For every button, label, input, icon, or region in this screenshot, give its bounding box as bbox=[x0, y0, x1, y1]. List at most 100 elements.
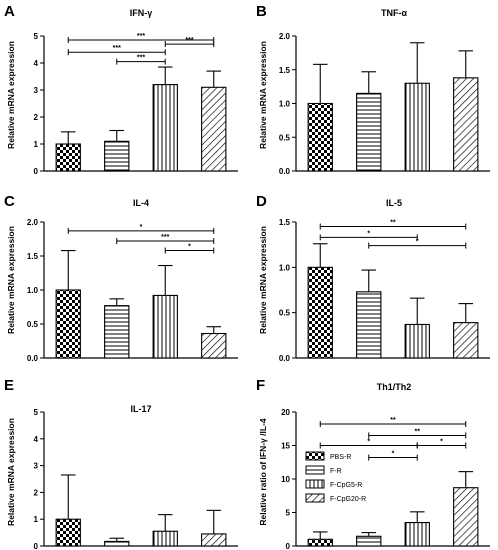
bar bbox=[307, 266, 333, 359]
panel-title: IL-17 bbox=[130, 404, 151, 414]
panel-title: IL-5 bbox=[386, 198, 402, 208]
y-tick-label: 0.0 bbox=[279, 354, 291, 363]
y-tick-label: 10 bbox=[281, 475, 290, 484]
y-tick-label: 4 bbox=[34, 59, 39, 68]
bar bbox=[201, 533, 227, 547]
plot-area: 0.00.51.01.52.0***** bbox=[27, 218, 238, 363]
bar bbox=[404, 323, 430, 359]
plot-area: 0.00.51.01.5 **** bbox=[279, 218, 490, 363]
y-axis-label: Relative mRNA expression bbox=[6, 41, 16, 149]
bar bbox=[55, 289, 81, 359]
panel-letter: C bbox=[4, 193, 15, 210]
bar bbox=[453, 322, 479, 359]
y-tick-label: 3 bbox=[34, 86, 39, 95]
panel-c: C IL-4 Relative mRNA expression 0.0 0.5 1.… bbox=[4, 193, 238, 363]
y-axis-label: Relative mRNA expression bbox=[6, 226, 16, 334]
bar bbox=[152, 530, 178, 547]
legend-swatch bbox=[305, 451, 325, 461]
plot-area: 0 1 2 3 4 5 *** *** *** *** bbox=[34, 32, 238, 176]
bar bbox=[453, 77, 479, 172]
y-tick-label: 3 bbox=[34, 462, 39, 471]
y-tick-label: 1 bbox=[34, 515, 39, 524]
y-tick-label: 0.5 bbox=[279, 309, 291, 318]
bar bbox=[104, 540, 130, 547]
bar bbox=[152, 84, 178, 172]
y-tick-label: 0 bbox=[34, 542, 39, 550]
bar bbox=[55, 518, 81, 547]
y-tick-label: 5 bbox=[34, 408, 39, 417]
y-tick-label: 2.0 bbox=[27, 218, 39, 227]
legend-swatch bbox=[305, 479, 325, 489]
panel-title: IL-4 bbox=[133, 198, 149, 208]
panel-f: F Th1/Th2 Relative ratio of IFN-γ /IL-4 … bbox=[256, 377, 490, 550]
y-axis-label: Relative mRNA expression bbox=[6, 418, 16, 526]
panel-letter: B bbox=[256, 3, 267, 20]
significance-label: *** bbox=[161, 234, 169, 241]
significance-label: * bbox=[440, 439, 443, 446]
bar bbox=[453, 487, 479, 547]
y-tick-label: 4 bbox=[34, 435, 39, 444]
y-tick-label: 1.5 bbox=[27, 252, 39, 261]
legend-label: F-R bbox=[330, 468, 342, 475]
bar bbox=[201, 332, 227, 359]
y-tick-label: 5 bbox=[286, 509, 291, 518]
panel-b: B TNF-α Relative mRNA expression 0.0 0.5 1… bbox=[256, 3, 490, 176]
plot-area: 0 1 2 3 4 5 bbox=[34, 408, 238, 550]
y-tick-label: 15 bbox=[281, 442, 290, 451]
significance-label: *** bbox=[113, 45, 121, 52]
bar bbox=[307, 538, 333, 547]
significance-label: * bbox=[140, 224, 143, 231]
y-tick-label: 5 bbox=[34, 32, 39, 41]
y-tick-label: 1 bbox=[34, 140, 39, 149]
y-tick-label: 0.5 bbox=[279, 133, 291, 142]
bar bbox=[404, 521, 430, 547]
y-tick-label: 0.0 bbox=[279, 167, 291, 176]
y-tick-label: 1.0 bbox=[279, 263, 291, 272]
y-tick-label: 1.5 bbox=[279, 66, 291, 75]
y-tick-label: 0.0 bbox=[27, 354, 39, 363]
bar bbox=[404, 82, 430, 172]
panel-title: IFN-γ bbox=[130, 8, 153, 18]
panel-letter: A bbox=[4, 3, 15, 20]
significance-label: * bbox=[392, 451, 395, 458]
significance-label: *** bbox=[137, 55, 145, 62]
bar bbox=[104, 305, 130, 359]
panel-title: TNF-α bbox=[381, 8, 407, 18]
y-axis-label: Relative mRNA expression bbox=[258, 226, 268, 334]
legend-swatch bbox=[305, 493, 325, 503]
plot-area: 0.0 0.5 1.0 1.5 2.0 bbox=[279, 32, 490, 176]
y-axis-label: Relative mRNA expression bbox=[258, 41, 268, 149]
y-tick-label: 2.0 bbox=[279, 32, 291, 41]
panel-e: E IL-17 Relative mRNA expression 0 1 2 3 4 5 bbox=[4, 377, 238, 550]
bar bbox=[356, 291, 382, 359]
legend-swatch bbox=[305, 465, 325, 475]
bar bbox=[152, 294, 178, 359]
bar bbox=[55, 143, 81, 172]
y-tick-label: 0 bbox=[34, 167, 39, 176]
significance-label: ** bbox=[390, 220, 396, 227]
panel-a: A IFN-γ Relative mRNA expression 0 1 2 3 4 5 *… bbox=[4, 3, 238, 176]
y-tick-label: 20 bbox=[281, 408, 290, 417]
y-tick-label: 2 bbox=[34, 488, 39, 497]
y-tick-label: 1.0 bbox=[279, 100, 291, 109]
significance-label: * bbox=[188, 244, 191, 251]
bar bbox=[201, 86, 227, 172]
legend-label: F-CpG20-R bbox=[330, 496, 366, 503]
significance-label: * bbox=[367, 230, 370, 237]
y-tick-label: 0.5 bbox=[27, 320, 39, 329]
panel-letter: D bbox=[256, 193, 267, 210]
bar bbox=[356, 92, 382, 172]
panel-d: D IL-5 Relative mRNA expression 0.0 0.5 1.… bbox=[256, 193, 490, 363]
significance-label: * bbox=[367, 439, 370, 446]
y-tick-label: 2 bbox=[34, 113, 39, 122]
y-tick-label: 1.5 bbox=[279, 218, 291, 227]
significance-label: * bbox=[416, 239, 419, 246]
significance-label: ** bbox=[390, 417, 396, 424]
y-axis-label: Relative ratio of IFN-γ /IL-4 bbox=[258, 418, 268, 525]
legend-label: F-CpG5-R bbox=[330, 482, 362, 489]
y-tick-label: 1.0 bbox=[27, 286, 39, 295]
significance-label: ** bbox=[415, 428, 421, 435]
significance-label: *** bbox=[185, 37, 193, 44]
